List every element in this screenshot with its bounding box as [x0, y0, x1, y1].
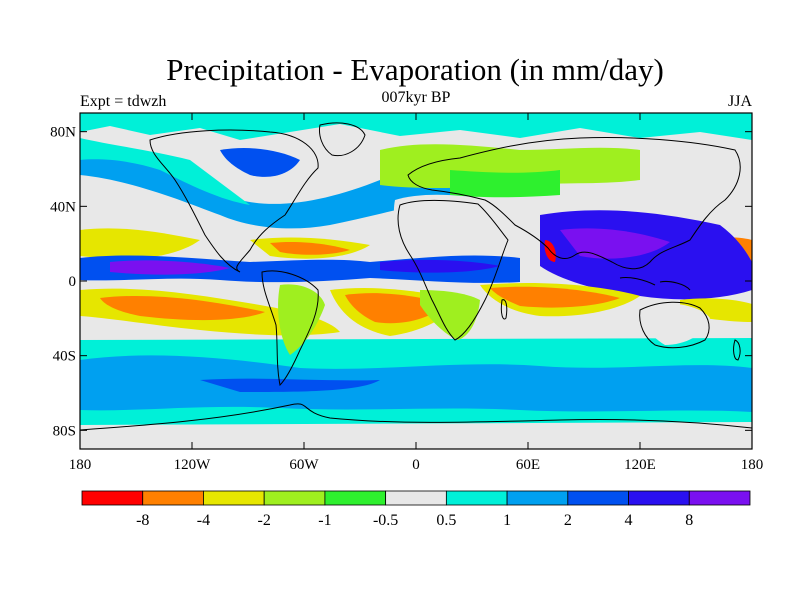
- field-indian-ocean-dry: [490, 286, 620, 308]
- colorbar-swatch: [324, 490, 387, 506]
- field-canada-wet: [220, 148, 300, 177]
- coast-greenland: [319, 122, 366, 157]
- lat-tick-label: 40S: [53, 349, 76, 365]
- colorbar-label: -0.5: [373, 512, 398, 529]
- field-antarctica: [80, 422, 752, 449]
- lat-tick-label: 80N: [50, 125, 76, 141]
- colorbar-swatch: [263, 490, 326, 506]
- colorbar-swatch: [567, 490, 629, 506]
- colorbar-label: 8: [685, 512, 693, 529]
- field-southern-ocean-deep: [200, 378, 380, 392]
- map-field: [80, 113, 752, 449]
- colorbar-label: 4: [625, 512, 633, 529]
- field-south-pacific-dry: [100, 295, 265, 321]
- colorbar-swatch: [203, 490, 265, 506]
- colorbar-label: -4: [197, 512, 210, 529]
- lon-tick-label: 120E: [624, 457, 656, 473]
- lat-tick-label: 40N: [50, 199, 76, 215]
- coast-new-zealand: [733, 339, 741, 361]
- coast-australia: [639, 301, 710, 349]
- colorbar-swatch: [81, 490, 144, 506]
- field-north-pacific-edge: [80, 138, 250, 205]
- field-eurasia-green: [380, 144, 640, 189]
- experiment-label: Expt = tdwzh: [80, 93, 167, 110]
- colorbar-label: 0.5: [436, 512, 456, 529]
- lon-tick-label: 0: [412, 457, 420, 473]
- coast-madagascar: [500, 299, 508, 320]
- colorbar-swatch: [628, 490, 690, 506]
- coast-south-america: [261, 270, 319, 387]
- colorbar-label: -1: [318, 512, 331, 529]
- coastlines: [80, 122, 752, 431]
- colorbar-label: -2: [258, 512, 271, 529]
- field-monsoon-core: [560, 228, 670, 259]
- coast-indonesia: [619, 277, 691, 291]
- coast-north-america: [149, 129, 319, 273]
- coast-antarctica: [80, 403, 752, 431]
- field-itcz-pacific-core: [110, 260, 230, 275]
- field-south-america-green: [278, 284, 325, 355]
- coast-africa: [397, 199, 509, 341]
- longitude-axis: 180 120W 60W 0 60E 120E 180: [69, 113, 764, 473]
- field-arctic-band: [80, 113, 752, 140]
- lon-tick-label: 180: [69, 457, 92, 473]
- colorbar-swatch: [385, 490, 447, 506]
- field-australia-dry: [640, 303, 710, 345]
- field-sahara: [393, 194, 498, 255]
- colorbar-swatch: [142, 490, 204, 506]
- field-north-pacific-subtropic: [80, 228, 200, 260]
- field-itcz-atlantic-core: [380, 259, 500, 273]
- colorbar-swatch: [445, 490, 508, 506]
- colorbar-label: -8: [136, 512, 149, 529]
- lat-tick-label: 0: [69, 274, 77, 290]
- colorbar: -8 -4 -2 -1 -0.5 0.5 1 2 4 8: [81, 490, 751, 529]
- season-label: JJA: [727, 93, 752, 110]
- lon-tick-label: 120W: [174, 457, 212, 473]
- lon-tick-label: 180: [741, 457, 764, 473]
- colorbar-swatch: [506, 490, 569, 506]
- field-north-atlantic-dry-core: [270, 241, 350, 255]
- colorbar-label: 1: [503, 512, 511, 529]
- lon-tick-label: 60E: [516, 457, 540, 473]
- field-southern-ocean-blue: [80, 355, 752, 412]
- chart-subtitle: 007kyr BP: [381, 89, 451, 106]
- field-southern-africa-green: [420, 290, 480, 340]
- colorbar-label: 2: [564, 512, 572, 529]
- chart-title: Precipitation - Evaporation (in mm/day): [166, 52, 664, 87]
- coast-eurasia: [407, 137, 741, 270]
- field-mediterranean-green: [450, 170, 560, 198]
- lon-tick-label: 60W: [289, 457, 319, 473]
- lat-tick-label: 80S: [53, 423, 76, 439]
- latitude-axis: 80N 40N 0 40S 80S: [50, 125, 752, 439]
- colorbar-swatch: [688, 490, 751, 506]
